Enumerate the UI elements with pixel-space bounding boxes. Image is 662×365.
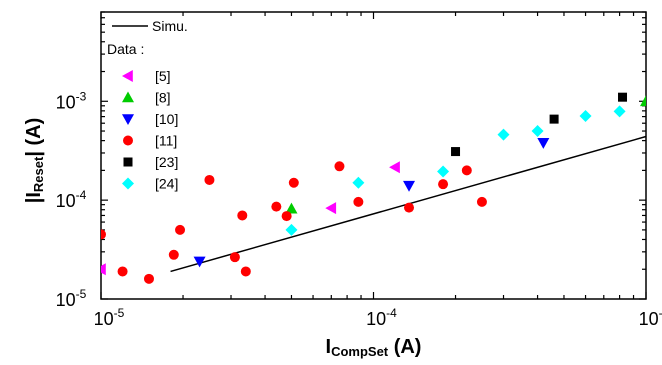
data-point	[389, 161, 400, 174]
data-point	[352, 176, 365, 189]
data-point	[334, 161, 345, 172]
y-tick-label: 10-4	[56, 188, 87, 211]
data-point	[476, 196, 487, 207]
y-axis-label-sub: Reset	[31, 156, 46, 192]
x-tick-label-base: 10	[94, 309, 114, 329]
y-tick-label-base: 10	[56, 191, 76, 211]
data-point	[229, 252, 240, 263]
data-point	[101, 229, 106, 240]
y-tick-label: 10-3	[56, 89, 87, 112]
data-point	[193, 256, 206, 268]
data-point	[497, 128, 510, 141]
y-axis-label-unit: | (A)	[23, 118, 45, 157]
data-point	[325, 202, 337, 215]
x-tick-label-base: 10	[366, 309, 386, 329]
y-tick-label-exponent: -4	[76, 188, 87, 202]
data-point	[403, 180, 416, 192]
series-2	[193, 138, 550, 268]
x-axis-label-unit: (A)	[388, 336, 421, 358]
legend-marker	[123, 135, 133, 146]
data-point	[461, 165, 472, 176]
y-tick-label-exponent: -3	[76, 89, 87, 103]
data-point	[537, 138, 550, 149]
y-tick-label-exponent: -5	[76, 287, 87, 301]
data-point	[204, 174, 215, 185]
legend: Simu. Data : [5] [8] [10] [11] [23] [24]	[107, 18, 188, 192]
data-point	[101, 263, 106, 276]
tick-labels: 10-510-410-310-510-410-3	[56, 89, 662, 329]
legend-marker	[123, 157, 133, 167]
x-tick-label: 10-3	[639, 306, 662, 329]
legend-marker	[122, 177, 134, 190]
y-axis-label: |IReset| (A)	[23, 118, 46, 204]
series-0	[101, 161, 400, 276]
data-point	[240, 266, 251, 277]
series-4	[451, 92, 628, 157]
data-point	[531, 125, 544, 138]
x-tick-label-exponent: -3	[659, 306, 662, 320]
y-tick-label-base: 10	[56, 92, 76, 112]
data-point	[549, 114, 559, 124]
series-5	[285, 105, 626, 236]
legend-label: [23]	[155, 154, 178, 170]
x-tick-label-exponent: -4	[386, 306, 397, 320]
legend-label: [11]	[155, 133, 177, 149]
x-tick-label-base: 10	[639, 309, 659, 329]
data-point	[451, 147, 461, 157]
series-1	[285, 95, 646, 214]
data-point	[613, 105, 626, 118]
data-point	[640, 95, 646, 107]
x-tick-label-exponent: -5	[114, 306, 125, 320]
y-tick-label-base: 10	[56, 290, 76, 310]
data-point	[168, 249, 179, 260]
data-point	[288, 177, 299, 188]
x-tick-label: 10-4	[366, 306, 397, 329]
legend-marker	[122, 114, 134, 125]
data-point	[438, 179, 449, 190]
series-3	[101, 161, 487, 284]
data-point	[117, 266, 128, 277]
legend-label: [5]	[155, 68, 171, 84]
data-point	[281, 211, 292, 222]
x-axis-label-sub: CompSet	[331, 344, 389, 359]
legend-marker	[122, 91, 134, 103]
data-point	[404, 202, 415, 213]
x-axis-label-main: I	[326, 336, 332, 358]
y-axis-label-main: |I	[23, 192, 45, 203]
data-point	[579, 109, 592, 122]
data-point	[271, 201, 282, 212]
x-tick-label: 10-5	[94, 306, 125, 329]
x-axis-label: ICompSet (A)	[326, 336, 422, 359]
legend-line-label: Simu.	[152, 18, 188, 34]
data-points	[101, 92, 646, 284]
data-point	[353, 196, 364, 207]
legend-marker	[122, 70, 133, 82]
y-tick-label: 10-5	[56, 287, 87, 310]
data-point	[285, 202, 298, 214]
data-point	[237, 210, 248, 221]
legend-label: [10]	[155, 111, 178, 127]
legend-label: [24]	[155, 176, 178, 192]
data-point	[437, 165, 450, 178]
legend-label: [8]	[155, 90, 171, 106]
legend-data-header: Data :	[107, 41, 144, 57]
data-point	[285, 223, 298, 236]
data-point	[143, 273, 154, 284]
tick-marks	[100, 11, 647, 300]
plot-frame	[100, 11, 647, 300]
data-point	[618, 92, 628, 102]
data-point	[175, 224, 186, 235]
